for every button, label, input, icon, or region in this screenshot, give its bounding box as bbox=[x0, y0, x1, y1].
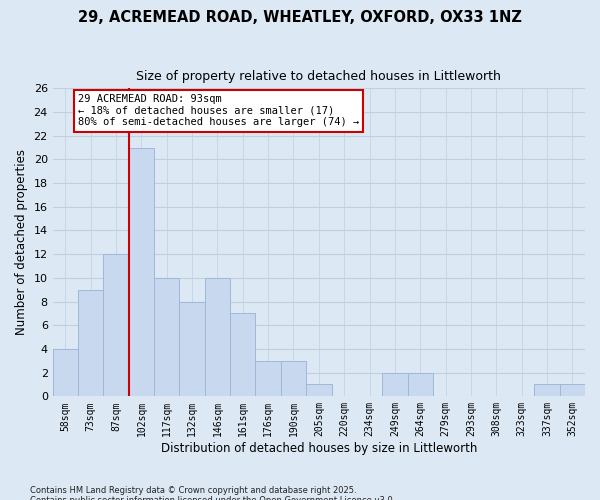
Text: 29 ACREMEAD ROAD: 93sqm
← 18% of detached houses are smaller (17)
80% of semi-de: 29 ACREMEAD ROAD: 93sqm ← 18% of detache… bbox=[78, 94, 359, 128]
Text: 29, ACREMEAD ROAD, WHEATLEY, OXFORD, OX33 1NZ: 29, ACREMEAD ROAD, WHEATLEY, OXFORD, OX3… bbox=[78, 10, 522, 25]
Bar bbox=[256, 361, 281, 396]
Bar bbox=[535, 384, 560, 396]
Bar bbox=[154, 278, 179, 396]
Bar bbox=[382, 372, 407, 396]
Bar bbox=[205, 278, 230, 396]
Bar bbox=[560, 384, 585, 396]
Title: Size of property relative to detached houses in Littleworth: Size of property relative to detached ho… bbox=[136, 70, 501, 83]
Bar bbox=[78, 290, 103, 397]
Bar bbox=[230, 314, 256, 396]
Bar bbox=[179, 302, 205, 396]
Bar bbox=[103, 254, 129, 396]
Text: Contains HM Land Registry data © Crown copyright and database right 2025.: Contains HM Land Registry data © Crown c… bbox=[30, 486, 356, 495]
Bar bbox=[53, 349, 78, 397]
Bar bbox=[129, 148, 154, 396]
X-axis label: Distribution of detached houses by size in Littleworth: Distribution of detached houses by size … bbox=[161, 442, 477, 455]
Y-axis label: Number of detached properties: Number of detached properties bbox=[15, 150, 28, 336]
Bar bbox=[281, 361, 306, 396]
Text: Contains public sector information licensed under the Open Government Licence v3: Contains public sector information licen… bbox=[30, 496, 395, 500]
Bar bbox=[306, 384, 332, 396]
Bar bbox=[407, 372, 433, 396]
